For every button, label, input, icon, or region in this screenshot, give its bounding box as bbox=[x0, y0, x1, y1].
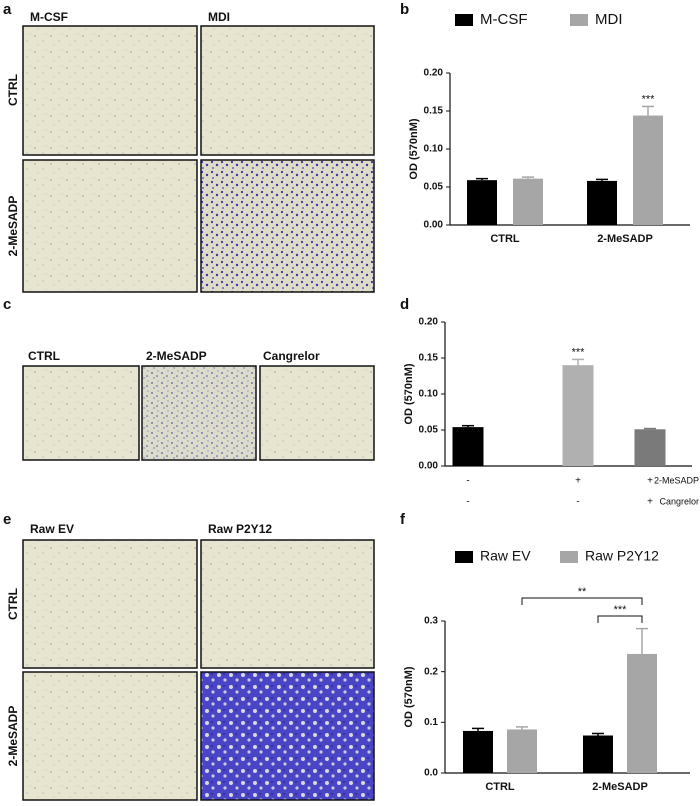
y-tick-label: 0.15 bbox=[424, 106, 444, 117]
legend-label: Raw EV bbox=[480, 548, 531, 564]
bracket bbox=[521, 597, 643, 605]
row-label: CTRL bbox=[6, 588, 20, 620]
x-row-label: 2-MeSADP bbox=[654, 475, 699, 485]
bar bbox=[562, 365, 594, 466]
legend-label: M-CSF bbox=[480, 11, 528, 28]
x-row-mark: - bbox=[466, 476, 469, 487]
x-row-label: Cangrelor bbox=[659, 496, 699, 506]
legend-swatch bbox=[455, 551, 473, 563]
y-tick-label: 0.1 bbox=[424, 717, 438, 728]
y-axis-label: OD (570nM) bbox=[403, 363, 415, 424]
column-label: CTRL bbox=[28, 349, 60, 363]
micrograph bbox=[200, 539, 375, 669]
significance: ** bbox=[578, 586, 587, 598]
bar bbox=[513, 178, 543, 225]
significance: *** bbox=[572, 346, 586, 358]
y-axis-label: OD (570nM) bbox=[403, 666, 415, 727]
micrograph bbox=[22, 25, 198, 156]
column-label: 2-MeSADP bbox=[146, 349, 207, 363]
legend-label: MDI bbox=[595, 11, 623, 28]
panel-label: a bbox=[3, 1, 12, 18]
micrograph bbox=[200, 159, 375, 293]
y-tick-label: 0.05 bbox=[419, 425, 439, 436]
bar bbox=[634, 429, 666, 466]
y-tick-label: 0.2 bbox=[424, 666, 438, 677]
bar bbox=[463, 730, 493, 773]
legend-swatch bbox=[570, 14, 588, 26]
y-axis-label: OD (570nM) bbox=[408, 118, 420, 179]
micrograph bbox=[200, 25, 375, 156]
micrograph bbox=[22, 159, 198, 293]
x-tick-label: 2-MeSADP bbox=[592, 781, 648, 793]
x-row-mark: + bbox=[575, 476, 581, 487]
panel-label: f bbox=[400, 511, 406, 528]
micrograph bbox=[22, 671, 198, 801]
panel-label: c bbox=[3, 296, 11, 313]
row-label: 2-MeSADP bbox=[6, 706, 20, 767]
x-row-mark: - bbox=[466, 497, 469, 508]
y-tick-label: 0.20 bbox=[419, 317, 439, 328]
bar bbox=[467, 180, 497, 225]
micrograph bbox=[259, 365, 375, 461]
significance: *** bbox=[642, 93, 656, 105]
legend-swatch bbox=[560, 551, 578, 563]
bar bbox=[587, 180, 617, 225]
y-tick-label: 0.00 bbox=[424, 220, 444, 231]
column-label: M-CSF bbox=[30, 10, 68, 24]
bar bbox=[633, 115, 663, 225]
column-label: Cangrelor bbox=[263, 349, 320, 363]
row-label: CTRL bbox=[6, 74, 20, 106]
micrograph bbox=[22, 365, 140, 461]
y-tick-label: 0.20 bbox=[424, 68, 444, 79]
y-tick-label: 0.15 bbox=[419, 353, 439, 364]
y-tick-label: 0.00 bbox=[419, 461, 439, 472]
legend-swatch bbox=[455, 14, 473, 26]
legend-label: Raw P2Y12 bbox=[585, 548, 659, 564]
bar bbox=[452, 427, 484, 466]
column-label: Raw P2Y12 bbox=[208, 522, 272, 536]
x-row-mark: + bbox=[647, 476, 653, 487]
bar bbox=[627, 653, 657, 773]
y-tick-label: 0.10 bbox=[419, 389, 439, 400]
column-label: Raw EV bbox=[30, 522, 74, 536]
y-tick-label: 0.0 bbox=[424, 768, 438, 779]
micrograph bbox=[141, 365, 257, 461]
x-row-mark: - bbox=[576, 497, 579, 508]
panel-label: e bbox=[3, 511, 11, 528]
bar bbox=[583, 735, 613, 773]
micrograph bbox=[200, 671, 375, 801]
panel-label: d bbox=[400, 296, 409, 313]
x-tick-label: CTRL bbox=[485, 781, 515, 793]
y-tick-label: 0.3 bbox=[424, 616, 438, 627]
x-tick-label: CTRL bbox=[490, 233, 520, 245]
x-tick-label: 2-MeSADP bbox=[597, 233, 653, 245]
x-row-mark: + bbox=[647, 497, 653, 508]
micrograph bbox=[22, 539, 198, 669]
panel-label: b bbox=[400, 1, 409, 18]
column-label: MDI bbox=[208, 10, 230, 24]
significance: *** bbox=[614, 604, 628, 616]
bracket bbox=[597, 615, 643, 623]
y-tick-label: 0.10 bbox=[424, 144, 444, 155]
bar bbox=[507, 729, 537, 773]
row-label: 2-MeSADP bbox=[6, 196, 20, 257]
y-tick-label: 0.05 bbox=[424, 182, 444, 193]
